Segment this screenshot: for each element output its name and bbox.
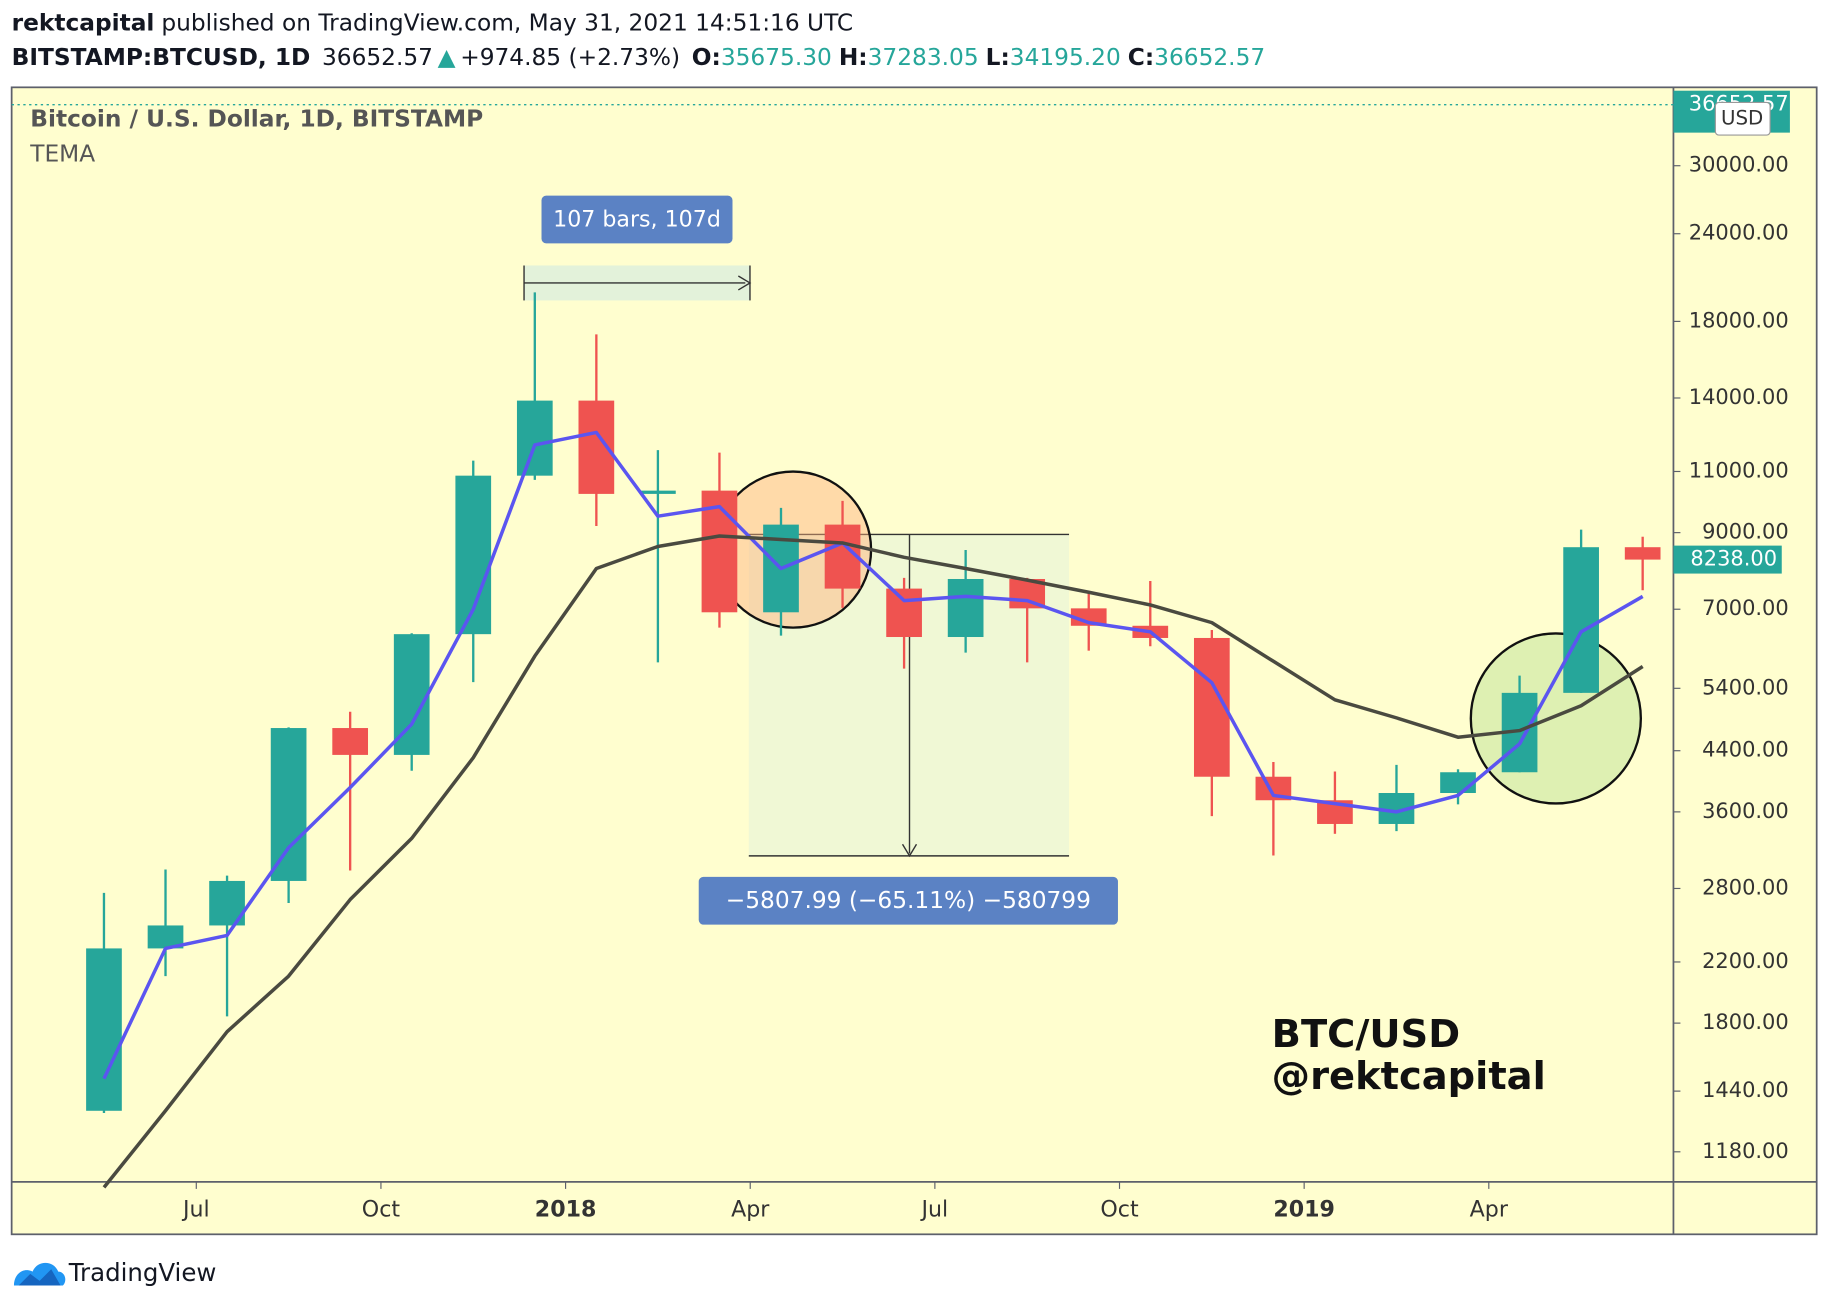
y-tick-label: 5400.00 bbox=[1702, 675, 1789, 699]
author: rektcapital bbox=[12, 9, 155, 36]
x-tick-label: 2019 bbox=[1273, 1196, 1335, 1222]
y-tick-label: 3600.00 bbox=[1702, 799, 1789, 823]
published: published on TradingView.com, May 31, 20… bbox=[161, 9, 853, 36]
arrow: ▲ bbox=[438, 44, 456, 71]
y-tick-label: 30000.00 bbox=[1689, 153, 1789, 177]
change: +974.85 (+2.73%) bbox=[460, 44, 680, 71]
x-tick-label: Apr bbox=[731, 1196, 770, 1222]
x-tick-label: Oct bbox=[362, 1196, 401, 1222]
candle-body bbox=[640, 490, 676, 494]
y-tick-label: 1800.00 bbox=[1702, 1010, 1789, 1034]
currency-label: USD bbox=[1721, 106, 1763, 129]
x-tick-label: 2018 bbox=[535, 1196, 597, 1222]
ohlc-value: 36652.57 bbox=[1154, 44, 1265, 71]
watermark: @rektcapital bbox=[1272, 1054, 1546, 1099]
ohlc-value: 35675.30 bbox=[721, 44, 832, 71]
y-tick-label: 11000.00 bbox=[1689, 458, 1789, 482]
x-tick-label: Oct bbox=[1100, 1196, 1139, 1222]
y-tick-label: 9000.00 bbox=[1702, 520, 1789, 544]
candle-body bbox=[270, 728, 307, 881]
y-tick-label: 7000.00 bbox=[1702, 596, 1789, 620]
x-tick-label: Jul bbox=[920, 1196, 949, 1222]
candle-body bbox=[1070, 608, 1107, 626]
candle-body bbox=[886, 588, 922, 638]
candle-body bbox=[332, 728, 369, 755]
x-tick-label: Apr bbox=[1470, 1196, 1509, 1222]
ohlc-label: L: bbox=[986, 44, 1010, 71]
ohlc-value: 37283.05 bbox=[868, 44, 979, 71]
price: 36652.57 bbox=[322, 44, 433, 71]
ohlc-label: C: bbox=[1128, 44, 1154, 71]
currency-button bbox=[1714, 101, 1771, 136]
candle-body bbox=[516, 400, 553, 476]
current-price-box bbox=[1673, 545, 1782, 574]
tema-line bbox=[102, 430, 1644, 1080]
y-tick-label: 14000.00 bbox=[1689, 385, 1789, 409]
ohlc-value: 34195.20 bbox=[1010, 44, 1121, 71]
y-tick-label: 4400.00 bbox=[1702, 738, 1789, 762]
range-label: 107 bars, 107d bbox=[553, 207, 721, 233]
y-tick-label: 1180.00 bbox=[1702, 1139, 1789, 1163]
tema-line bbox=[102, 534, 1644, 1189]
candle-body bbox=[701, 490, 738, 613]
candle-body bbox=[947, 578, 984, 638]
ohlc-label: H: bbox=[839, 44, 868, 71]
y-tick-label: 2200.00 bbox=[1702, 949, 1789, 973]
watermark: BTC/USD bbox=[1272, 1012, 1460, 1057]
y-tick-label: 2800.00 bbox=[1702, 875, 1789, 899]
arrow-head bbox=[901, 843, 918, 858]
y-tick-label: 1440.00 bbox=[1702, 1078, 1789, 1102]
label-box bbox=[541, 195, 733, 244]
logo-icon bbox=[18, 1269, 61, 1286]
symbol: BITSTAMP:BTCUSD, 1D bbox=[12, 44, 311, 71]
y-tick-label: 18000.00 bbox=[1689, 308, 1789, 332]
chart-title: Bitcoin / U.S. Dollar, 1D, BITSTAMP bbox=[30, 105, 483, 132]
candle-body bbox=[1563, 547, 1599, 693]
label-box bbox=[698, 876, 1118, 925]
candle-body bbox=[147, 925, 184, 949]
ohlc-label: O: bbox=[692, 44, 721, 71]
highlight-circle bbox=[1469, 632, 1643, 805]
x-tick-label: Jul bbox=[181, 1196, 210, 1222]
y-tick-label: 24000.00 bbox=[1689, 221, 1789, 245]
symbol-line: BITSTAMP:BTCUSD, 1D 36652.57 ▲ +974.85 (+2.… bbox=[12, 44, 1266, 71]
plot bbox=[11, 103, 1674, 1189]
drop-label: −5807.99 (−65.11%) −580799 bbox=[726, 887, 1091, 914]
header-line: rektcapital published on TradingView.com,… bbox=[12, 9, 854, 36]
current-price-label: 8238.00 bbox=[1690, 547, 1777, 571]
candle-body bbox=[86, 948, 122, 1111]
indicator-label: TEMA bbox=[29, 140, 95, 167]
candle-body bbox=[824, 524, 861, 589]
candle-body bbox=[1624, 547, 1661, 560]
candle-body bbox=[1440, 772, 1476, 794]
brand: TradingView bbox=[68, 1258, 217, 1287]
